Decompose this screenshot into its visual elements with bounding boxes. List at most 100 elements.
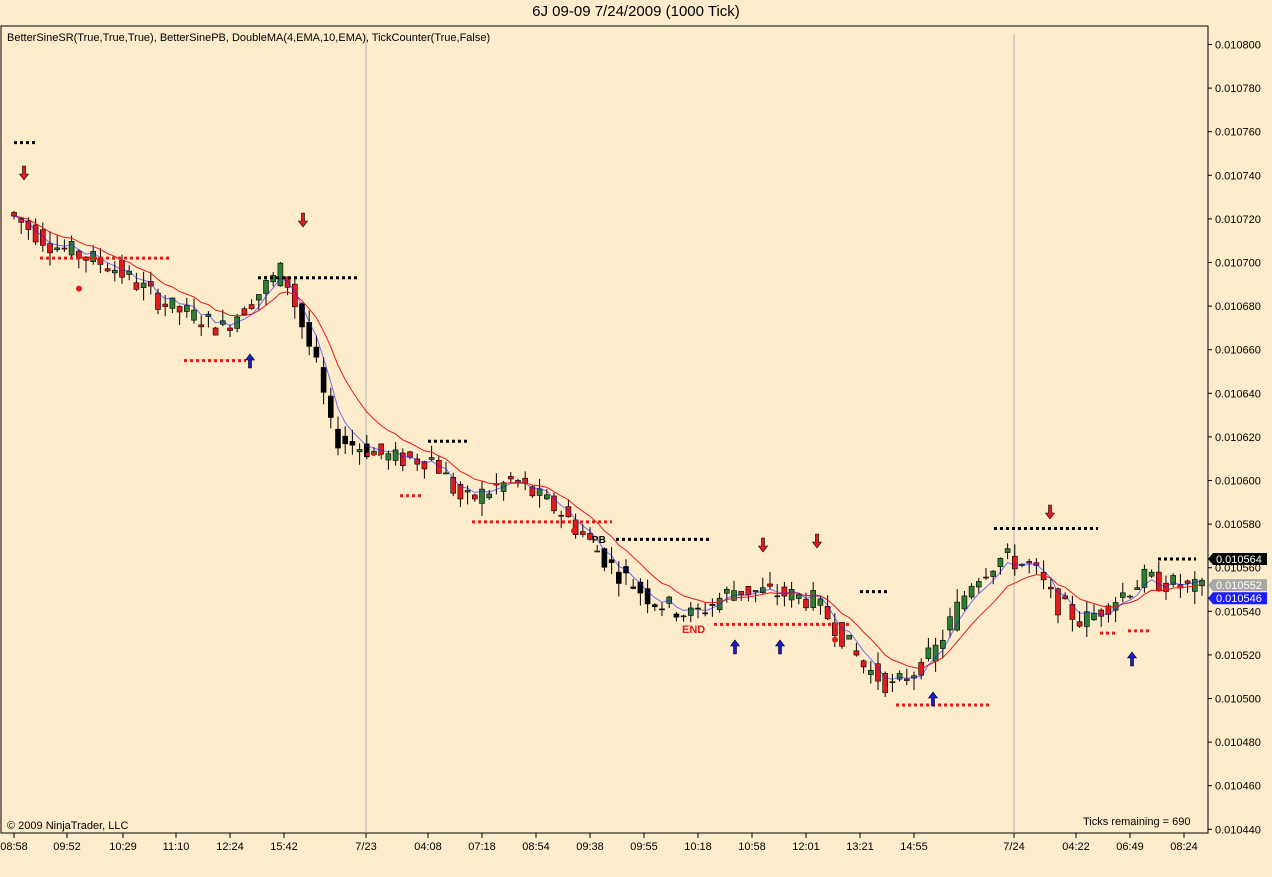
candle-body — [32, 224, 39, 243]
candle-body — [241, 308, 248, 315]
candle-body — [990, 570, 997, 577]
candle-body — [1141, 568, 1148, 588]
candle-body — [1048, 586, 1054, 590]
candle-body — [155, 292, 161, 310]
candle-body — [263, 280, 269, 294]
candle-body — [889, 681, 896, 683]
y-tick-label: 0.010540 — [1215, 606, 1261, 618]
candle-body — [184, 305, 190, 312]
candle-body — [939, 639, 946, 649]
candle-body — [781, 586, 788, 597]
candle-body — [630, 586, 637, 589]
candle-body — [637, 581, 644, 594]
y-tick-label: 0.010460 — [1215, 781, 1261, 793]
candle-body — [587, 533, 593, 540]
pivot-dot — [832, 636, 838, 643]
candle-body — [68, 241, 75, 256]
candle-body — [54, 247, 61, 250]
candle-body — [1184, 580, 1191, 584]
candle-body — [659, 608, 665, 611]
candle-body — [1091, 612, 1097, 621]
candle-body — [565, 506, 572, 518]
candle-body — [774, 595, 781, 598]
candle-body — [335, 428, 341, 449]
x-tick-label: 15:42 — [270, 841, 298, 853]
candle-body — [277, 262, 284, 287]
plot-area — [0, 25, 1209, 834]
candle-body — [867, 669, 874, 675]
candle-body — [875, 663, 881, 682]
candle-body — [839, 622, 845, 647]
candle-body — [1011, 555, 1018, 570]
candle-body — [327, 395, 334, 418]
candle-body — [1120, 592, 1126, 598]
y-tick-label: 0.010800 — [1215, 40, 1261, 52]
y-tick-label: 0.010580 — [1215, 519, 1261, 531]
candle-body — [558, 514, 565, 517]
sell-arrow-icon — [757, 537, 769, 553]
candle-body — [1004, 548, 1011, 553]
candle-body — [212, 327, 219, 336]
x-tick-label: 06:49 — [1116, 841, 1144, 853]
candle-body — [112, 269, 118, 274]
candle-body — [471, 494, 478, 500]
sell-arrow-icon — [18, 165, 30, 181]
candle-body — [954, 601, 961, 631]
sell-arrow-icon — [1044, 504, 1056, 520]
candle-body — [846, 634, 853, 640]
candle-body — [1076, 621, 1083, 627]
candle-body — [767, 583, 773, 587]
candle-body — [162, 303, 168, 307]
y-tick-label: 0.010780 — [1215, 83, 1261, 95]
y-tick-label: 0.010480 — [1215, 737, 1261, 749]
x-tick-label: 12:01 — [792, 841, 820, 853]
candle-body — [673, 613, 680, 618]
x-tick-label: 14:55 — [900, 841, 928, 853]
candle-body — [1127, 595, 1133, 598]
candle-body — [47, 243, 53, 254]
y-tick-label: 0.010620 — [1215, 432, 1261, 444]
ema-slow-line — [13, 215, 1203, 670]
candle-body — [356, 449, 363, 453]
candle-body — [947, 616, 953, 631]
candle-body — [1148, 571, 1155, 577]
x-tick-label: 10:58 — [738, 841, 766, 853]
y-tick-label: 0.010740 — [1215, 170, 1261, 182]
pivot-dot — [571, 527, 577, 534]
y-tick-label: 0.010440 — [1215, 824, 1261, 836]
price-label-box — [1208, 579, 1267, 592]
x-tick-label: 10:18 — [684, 841, 712, 853]
candle-body — [536, 488, 543, 496]
candle-body — [385, 453, 392, 461]
candle-body — [810, 590, 817, 608]
candle-body — [1134, 587, 1140, 590]
x-tick-label: 08:54 — [522, 841, 550, 853]
candle-body — [399, 452, 406, 467]
candle-body — [140, 282, 147, 289]
price-label-box — [1208, 592, 1267, 605]
indicators-label: BetterSineSR(True,True,True), BetterSine… — [7, 32, 491, 44]
candle-body — [1084, 611, 1090, 627]
candle-body — [363, 443, 370, 458]
candle-body — [738, 591, 745, 596]
y-tick-label: 0.010640 — [1215, 388, 1261, 400]
candle-body — [687, 607, 694, 616]
buy-arrow-icon — [1126, 651, 1138, 667]
x-tick-label: 09:55 — [630, 841, 658, 853]
candle-body — [349, 441, 356, 446]
y-tick-label: 0.010660 — [1215, 345, 1261, 357]
y-tick-label: 0.010560 — [1215, 563, 1261, 575]
candle-body — [486, 493, 493, 499]
candle-body — [975, 581, 982, 588]
candle-body — [443, 472, 449, 475]
y-tick-label: 0.010760 — [1215, 127, 1261, 139]
y-tick-label: 0.010600 — [1215, 476, 1261, 488]
x-tick-label: 12:24 — [216, 841, 244, 853]
candle-body — [299, 303, 305, 328]
candle-body — [407, 451, 413, 458]
candle-body — [507, 476, 514, 480]
candle-body — [421, 461, 428, 470]
candle-body — [176, 306, 183, 313]
candle-body — [464, 490, 471, 493]
